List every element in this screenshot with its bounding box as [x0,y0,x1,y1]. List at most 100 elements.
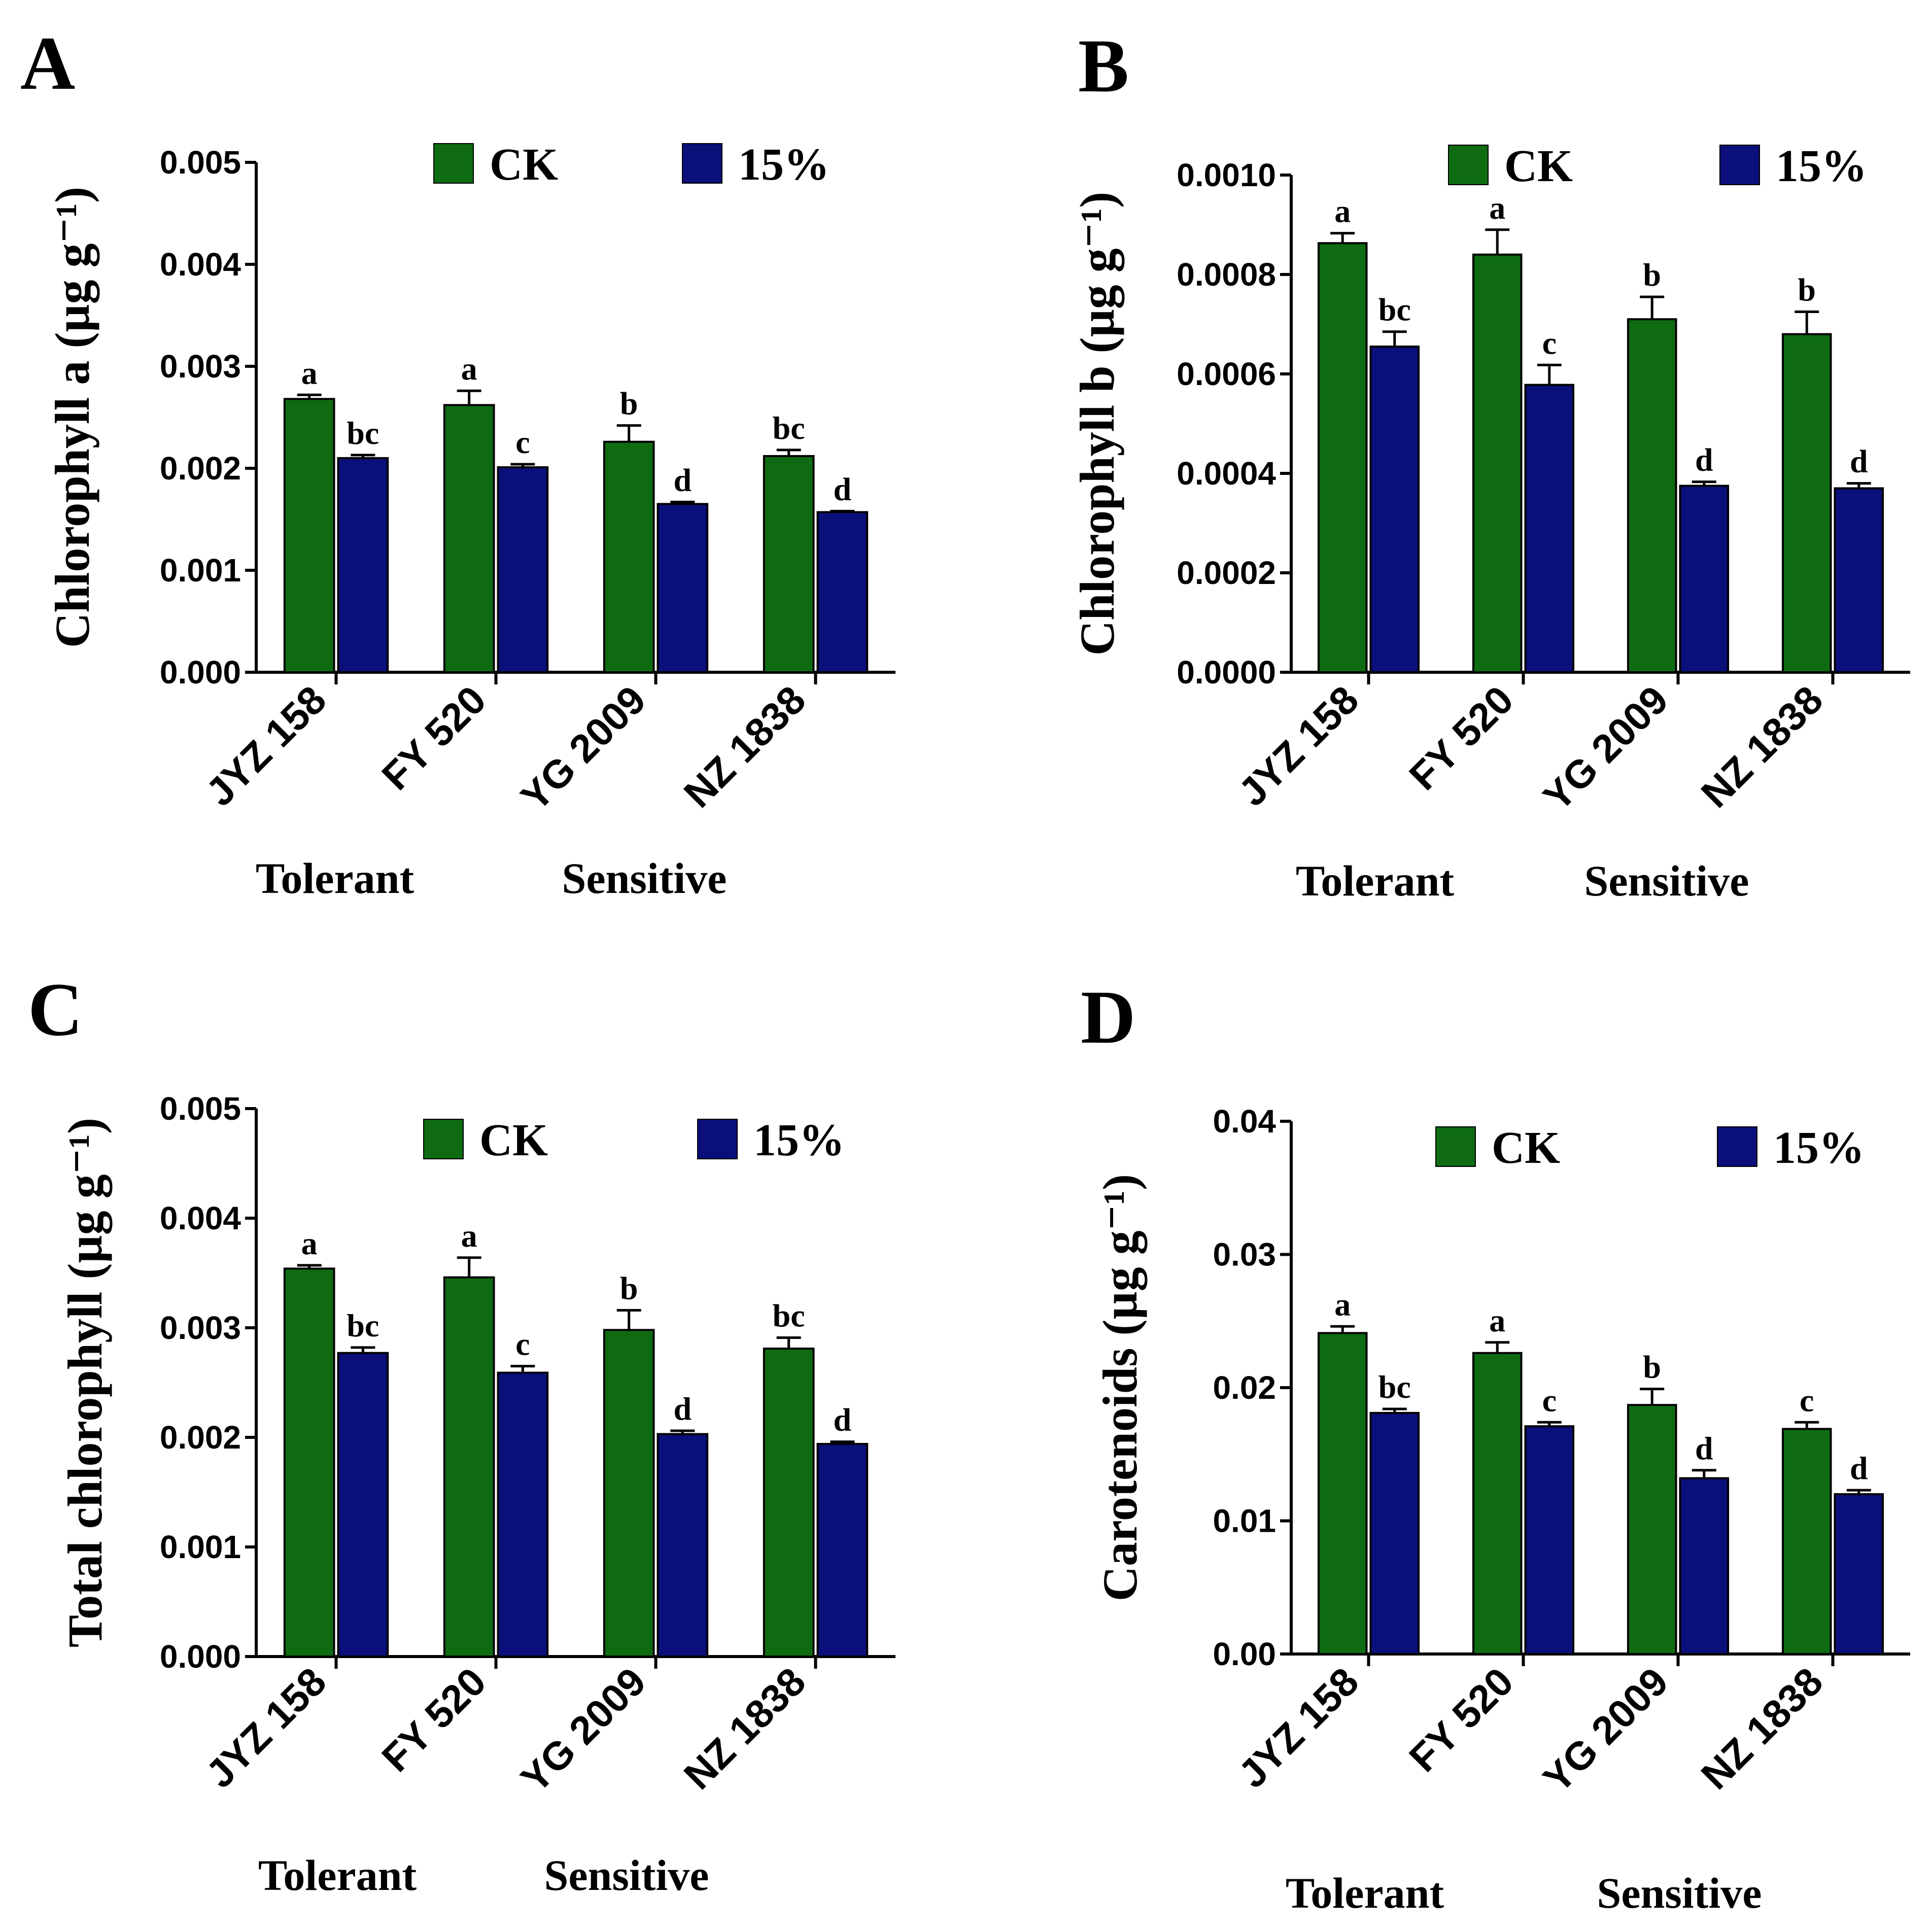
legend-swatch-15pct [1719,145,1760,185]
y-tick-label: 0.00 [1213,1636,1276,1672]
x-tick-label: YG 2009 [512,1659,654,1801]
y-tick-label: 0.003 [160,348,241,385]
bar-ck [283,1267,335,1658]
x-tick-label: FY 520 [1400,1659,1522,1780]
legend-swatch-15pct [1717,1126,1757,1167]
y-tick-label: 0.04 [1213,1103,1276,1140]
legend-label-15pct: 15% [753,1115,845,1165]
significance-letter: a [1489,1302,1505,1338]
bar-ck [1317,242,1368,673]
x-tick-label: JYZ 158 [197,677,335,815]
bar-15pct [1834,1493,1884,1655]
bar-15pct [337,457,389,674]
y-axis-title: Carotenoids (µg g⁻¹) [1093,1174,1147,1601]
chart-panel-D: D 0.00 0.01 0.02 0.03 0.04 Carotenoids (µg g⁻¹… [1081,975,1910,1917]
bar-ck [1781,1428,1832,1655]
x-tick-label: JYZ 158 [1230,1659,1367,1797]
significance-letter: d [1850,1450,1868,1486]
y-tick-label: 0.000 [160,1638,241,1675]
significance-letter: b [620,1270,638,1306]
significance-letter: b [1643,1349,1661,1385]
legend-swatch-ck [1448,145,1489,185]
group-label-tolerant: Tolerant [1286,1869,1444,1917]
x-tick-label: FY 520 [373,1659,494,1780]
significance-letter: b [1643,257,1661,293]
chart-panel-A: A 0.000 0.001 0.002 0.003 0.004 0.005 Chlorophy… [20,21,895,903]
y-tick-label: 0.000 [160,654,241,691]
y-tick-label: 0.004 [160,246,242,283]
significance-letter: bc [347,1307,379,1344]
bar-15pct [1524,1425,1575,1655]
significance-letter: a [1489,190,1505,226]
bar-15pct [337,1352,389,1658]
y-tick-label: 0.0008 [1177,256,1276,293]
significance-letter: c [515,424,530,460]
significance-letter: d [834,471,852,507]
legend-label-ck: CK [490,140,558,190]
x-tick-label: YG 2009 [512,677,654,819]
x-tick-label: YG 2009 [1535,1659,1677,1801]
significance-letter: bc [773,410,805,446]
significance-letter: d [1695,442,1713,478]
legend-swatch-15pct [682,143,722,184]
significance-letter: a [1334,1286,1351,1322]
significance-letter: b [1798,272,1816,308]
y-tick-label: 0.0006 [1177,356,1276,392]
x-tick-label: YG 2009 [1535,677,1677,819]
legend-swatch-ck [1435,1126,1476,1167]
significance-letter: d [834,1402,852,1438]
significance-letter: c [1800,1382,1814,1418]
bar-15pct [497,466,549,673]
y-tick-label: 0.001 [160,552,241,589]
bar-15pct [1834,487,1884,674]
significance-letter: a [461,1218,477,1254]
y-tick-label: 0.0000 [1177,654,1276,691]
bar-ck [1627,318,1677,673]
y-tick-label: 0.03 [1213,1236,1276,1273]
group-label-sensitive: Sensitive [544,1851,709,1900]
significance-letter: bc [773,1297,805,1333]
bar-ck [763,1348,815,1658]
group-label-sensitive: Sensitive [562,854,727,903]
significance-letter: d [1695,1430,1713,1466]
x-tick-label: JYZ 158 [197,1659,335,1797]
y-tick-label: 0.0002 [1177,555,1276,591]
y-tick-label: 0.005 [160,144,241,181]
legend-swatch-ck [433,143,474,184]
bar-15pct [1369,346,1420,673]
bar-15pct [816,1442,869,1658]
significance-letter: c [1542,1382,1557,1418]
bar-15pct [1679,485,1730,673]
legend-label-ck: CK [1492,1123,1560,1173]
panel-letter: C [28,968,83,1052]
bar-ck [443,1276,495,1658]
significance-letter: bc [1378,292,1411,328]
y-tick-label: 0.005 [160,1090,241,1127]
legend-label-15pct: 15% [1773,1123,1865,1173]
bar-ck [603,440,655,673]
y-tick-label: 0.002 [160,1419,241,1456]
group-label-sensitive: Sensitive [1584,856,1749,905]
x-tick-label: JYZ 158 [1230,677,1367,815]
x-tick-label: NZ 1838 [675,1659,814,1798]
bar-ck [1472,253,1523,673]
legend-swatch-ck [423,1119,464,1159]
bar-15pct [1369,1411,1420,1655]
significance-letter: bc [347,415,379,451]
y-tick-label: 0.0004 [1177,455,1276,492]
y-tick-label: 0.001 [160,1529,241,1565]
x-tick-label: NZ 1838 [1693,1659,1832,1798]
bar-ck [283,398,335,673]
legend-label-15pct: 15% [1776,141,1867,191]
significance-letter: d [674,462,692,498]
bar-ck [1317,1332,1368,1655]
significance-letter: c [515,1326,530,1362]
y-tick-label: 0.02 [1213,1369,1276,1406]
significance-letter: d [674,1391,692,1427]
significance-letter: bc [1378,1369,1411,1405]
y-tick-label: 0.004 [160,1200,242,1236]
significance-letter: a [1334,193,1351,229]
legend-label-15pct: 15% [738,140,830,190]
significance-letter: a [301,1225,318,1261]
significance-letter: a [461,351,477,387]
